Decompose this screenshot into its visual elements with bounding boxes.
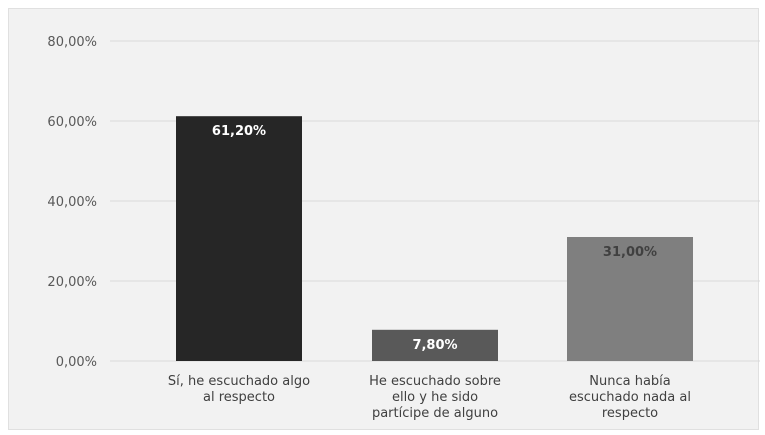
bar <box>372 329 498 361</box>
category-label: escuchado nada al <box>569 390 691 405</box>
category-label: respecto <box>602 406 658 421</box>
category-label: He escuchado sobre <box>369 374 501 389</box>
category-label: ello y he sido <box>392 390 478 405</box>
category-label: Nunca había <box>589 374 671 389</box>
bar <box>176 116 302 361</box>
data-label: 7,80% <box>412 338 457 353</box>
y-tick-label: 40,00% <box>47 195 97 210</box>
category-label: Sí, he escuchado algo <box>168 374 310 389</box>
category-label: partícipe de alguno <box>372 406 498 421</box>
y-tick-label: 20,00% <box>47 275 97 290</box>
y-tick-label: 60,00% <box>47 115 97 130</box>
data-label: 31,00% <box>603 245 657 260</box>
y-tick-label: 0,00% <box>56 355 97 370</box>
data-label: 61,20% <box>212 124 266 139</box>
y-tick-label: 80,00% <box>47 35 97 50</box>
bar <box>567 237 693 361</box>
category-label: al respecto <box>203 390 275 405</box>
